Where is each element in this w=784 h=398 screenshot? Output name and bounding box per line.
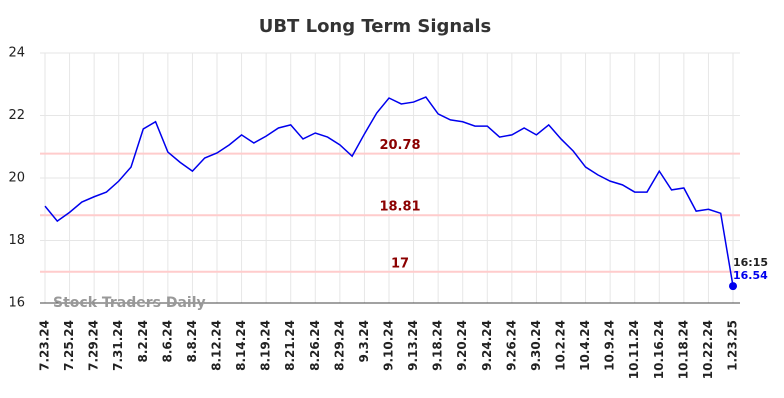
x-tick-label: 9.18.24 <box>431 320 445 371</box>
x-tick-label: 9.20.24 <box>455 320 469 371</box>
x-tick-label: 9.10.24 <box>382 320 396 371</box>
x-tick-label: 7.25.24 <box>62 320 76 371</box>
x-tick-label: 9.24.24 <box>480 320 494 371</box>
x-tick-label: 10.11.24 <box>627 320 641 379</box>
x-tick-label: 9.13.24 <box>406 320 420 371</box>
x-tick-label: 10.2.24 <box>554 320 568 371</box>
x-tick-label: 8.8.24 <box>185 320 199 363</box>
y-tick-label: 22 <box>8 108 25 123</box>
watermark: Stock Traders Daily <box>53 295 206 311</box>
line <box>44 96 734 287</box>
x-tick-label: 7.31.24 <box>111 320 125 371</box>
x-tick-label: 9.3.24 <box>357 320 371 363</box>
y-tick-label: 16 <box>8 296 25 311</box>
signal-label: 20.78 <box>379 138 420 153</box>
x-tick-label: 8.12.24 <box>210 320 224 371</box>
x-tick-label: 7.23.24 <box>38 320 52 371</box>
x-tick-label: 10.4.24 <box>578 320 592 371</box>
last-time: 16:15 <box>733 256 768 269</box>
x-tick-label: 8.14.24 <box>234 320 248 371</box>
signal-label: 17 <box>391 256 409 271</box>
y-tick-label: 20 <box>8 171 25 186</box>
last-point <box>729 282 737 291</box>
chart-title: UBT Long Term Signals <box>259 16 492 37</box>
last-value: 16.54 <box>733 269 768 282</box>
x-tick-label: 9.30.24 <box>529 320 543 371</box>
x-tick-label: 8.2.24 <box>136 320 150 363</box>
x-tick-label: 1.23.25 <box>726 320 740 371</box>
x-tick-label: 7.29.24 <box>87 320 101 371</box>
x-tick-label: 8.19.24 <box>259 320 273 371</box>
x-tick-label: 10.16.24 <box>652 320 666 379</box>
signal-label: 18.81 <box>379 200 420 215</box>
x-tick-label: 9.26.24 <box>504 320 518 371</box>
x-tick-label: 8.6.24 <box>160 320 174 363</box>
x-tick-label: 10.9.24 <box>603 320 617 371</box>
x-tick-label: 8.21.24 <box>283 320 297 371</box>
x-tick-label: 8.29.24 <box>332 320 346 371</box>
y-tick-label: 24 <box>8 46 25 61</box>
x-tick-label: 10.18.24 <box>676 320 690 379</box>
y-tick-label: 18 <box>8 233 25 248</box>
x-tick-label: 8.26.24 <box>308 320 322 371</box>
x-tick-label: 10.22.24 <box>701 320 715 379</box>
